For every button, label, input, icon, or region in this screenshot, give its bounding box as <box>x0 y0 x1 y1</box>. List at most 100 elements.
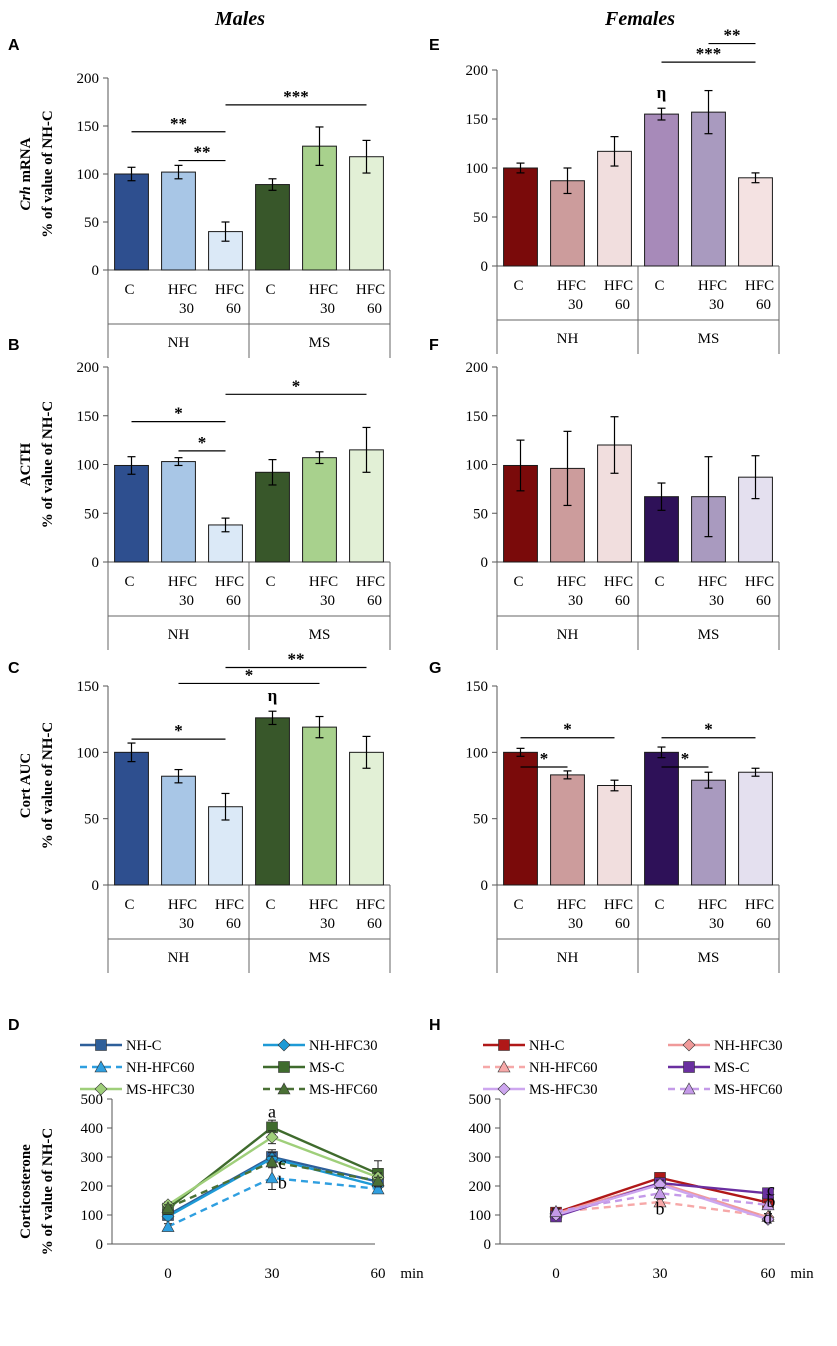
bar-A-1 <box>161 171 196 271</box>
bar-E-5 <box>738 177 773 267</box>
y-tick-label: 300 <box>81 1150 104 1166</box>
x-axis-unit: min <box>400 1266 424 1282</box>
significance-label: * <box>292 376 301 395</box>
point-annotation: c <box>767 1179 775 1199</box>
x-tick-label: 30 <box>653 1266 668 1282</box>
category-label: 30 <box>709 297 724 313</box>
bar-A-0 <box>114 173 149 271</box>
y-tick-label: 0 <box>92 555 100 571</box>
legend-label: MS-C <box>309 1060 344 1076</box>
category-label: 60 <box>756 297 771 313</box>
significance-label: ** <box>288 649 305 668</box>
group-label: MS <box>309 627 331 643</box>
panel-E: E 0 50 100 150 200 C HFC 30 HFC 60 C HFC 30 HFC 60 NH MS *… <box>429 26 780 354</box>
group-label: NH <box>557 627 579 643</box>
category-label: HFC <box>309 282 338 298</box>
group-label: MS <box>698 331 720 347</box>
series-MS-HFC60 <box>161 1155 385 1214</box>
marker-triangle <box>265 1155 279 1168</box>
y-axis-label: ACTH <box>18 443 34 487</box>
legend-label: NH-HFC60 <box>529 1060 597 1076</box>
marker-triangle <box>94 1060 108 1073</box>
category-label: HFC <box>168 574 197 590</box>
bar-G-1 <box>550 774 585 886</box>
y-tick-label: 0 <box>481 555 489 571</box>
y-axis-label-2: % of value of NH-C <box>40 110 56 238</box>
series-NH-HFC60 <box>161 1165 385 1232</box>
category-label: HFC <box>309 574 338 590</box>
y-tick-label: 50 <box>84 215 99 231</box>
y-tick-label: 100 <box>81 1208 104 1224</box>
point-annotation: b <box>766 1191 775 1211</box>
eta-marker: η <box>268 686 278 705</box>
category-label: C <box>265 897 275 913</box>
header-males: Males <box>214 8 265 30</box>
bar-C-2 <box>208 806 243 886</box>
category-label: 60 <box>756 593 771 609</box>
point-annotation: d <box>763 1208 772 1228</box>
eta-marker: η <box>657 83 667 102</box>
bar-G-2 <box>597 785 632 886</box>
category-label: 60 <box>367 301 382 317</box>
group-label: NH <box>168 627 190 643</box>
category-label: 30 <box>179 301 194 317</box>
series-MS-HFC60 <box>549 1186 775 1217</box>
bar-G-3 <box>644 751 679 886</box>
category-label: C <box>513 897 523 913</box>
y-tick-label: 300 <box>469 1150 492 1166</box>
header-females: Females <box>604 8 675 30</box>
marker-diamond <box>94 1082 108 1096</box>
category-label: 60 <box>367 593 382 609</box>
y-axis-label: Crh mRNA <box>18 137 34 210</box>
panel-F: F 0 50 100 150 200 C HFC 30 HFC 60 C HFC 30 HFC 60 NH MS <box>429 337 780 650</box>
point-annotation: c <box>278 1153 286 1173</box>
panel-G: G 0 50 100 150 C HFC 30 HFC 60 C HFC 30 HFC 60 NH MS * * * * <box>429 660 780 973</box>
category-label: HFC <box>215 282 244 298</box>
y-axis-label: Corticosterone <box>18 1144 34 1239</box>
y-tick-label: 0 <box>96 1237 104 1253</box>
x-tick-label: 30 <box>265 1266 280 1282</box>
group-label: MS <box>698 950 720 966</box>
category-label: C <box>654 897 664 913</box>
marker-triangle <box>161 1219 175 1232</box>
y-tick-label: 50 <box>473 506 488 522</box>
marker-triangle <box>277 1082 291 1095</box>
bar-C-4 <box>302 726 337 886</box>
significance-label: ** <box>170 114 187 133</box>
category-label: 60 <box>756 916 771 932</box>
bar-A-4 <box>302 145 337 271</box>
category-label: HFC <box>356 897 385 913</box>
category-label: HFC <box>745 897 774 913</box>
category-label: C <box>265 282 275 298</box>
group-label: NH <box>557 331 579 347</box>
category-label: 60 <box>226 301 241 317</box>
category-label: C <box>124 897 134 913</box>
x-axis-unit: min <box>790 1266 814 1282</box>
marker-square <box>683 1061 695 1073</box>
category-label: HFC <box>168 282 197 298</box>
y-axis-label-2: % of value of NH-C <box>40 722 56 850</box>
point-annotation: a <box>268 1102 276 1122</box>
y-tick-label: 100 <box>466 161 489 177</box>
panel-H: H 0 100 200 300 400 500 0 30 60 min NH-C NH-HFC30 NH-… <box>429 1017 814 1282</box>
y-tick-label: 0 <box>92 878 100 894</box>
group-label: MS <box>698 627 720 643</box>
x-tick-label: 60 <box>761 1266 776 1282</box>
y-tick-label: 200 <box>77 360 100 376</box>
x-tick-label: 0 <box>552 1266 560 1282</box>
panel-label-G: G <box>429 660 441 677</box>
significance-label: * <box>174 721 183 740</box>
category-label: 30 <box>320 593 335 609</box>
category-label: C <box>124 282 134 298</box>
significance-label: * <box>704 720 713 739</box>
category-label: 30 <box>179 593 194 609</box>
legend-label: NH-C <box>529 1038 564 1054</box>
bar-E-1 <box>550 180 585 267</box>
marker-square <box>95 1039 107 1051</box>
legend-label: NH-HFC30 <box>714 1038 782 1054</box>
significance-label: * <box>245 665 254 684</box>
y-axis-label-2: % of value of NH-C <box>40 1128 56 1256</box>
bar-G-4 <box>691 779 726 886</box>
marker-triangle <box>653 1195 667 1208</box>
y-tick-label: 500 <box>469 1092 492 1108</box>
